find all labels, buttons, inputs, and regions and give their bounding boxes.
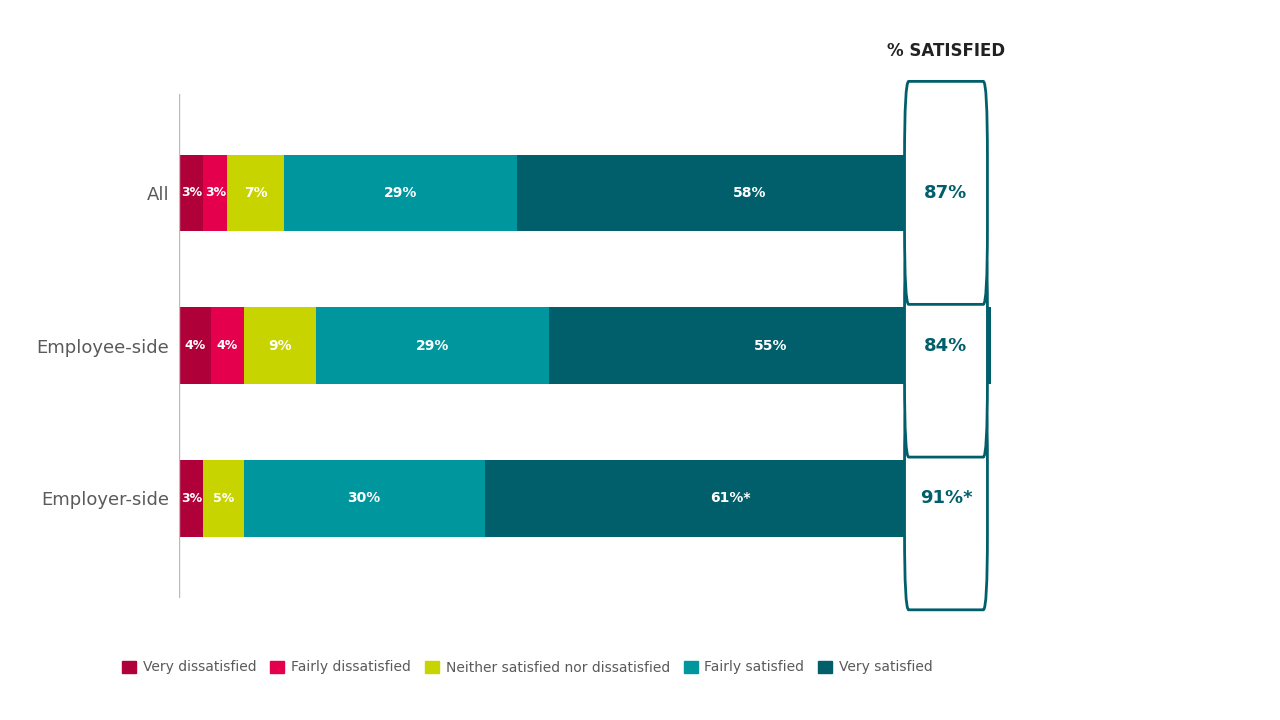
- Text: 55%: 55%: [754, 338, 787, 353]
- Bar: [204, 460, 243, 536]
- Bar: [549, 307, 991, 384]
- Text: 3%: 3%: [205, 186, 227, 199]
- Bar: [517, 155, 983, 231]
- Bar: [179, 307, 211, 384]
- Text: 5%: 5%: [212, 492, 234, 505]
- Text: 4%: 4%: [216, 339, 238, 352]
- Text: 61%*: 61%*: [709, 491, 750, 505]
- Bar: [485, 460, 975, 536]
- Bar: [316, 307, 549, 384]
- Text: % SATISFIED: % SATISFIED: [887, 42, 1005, 60]
- Legend: Very dissatisfied, Fairly dissatisfied, Neither satisfied nor dissatisfied, Fair: Very dissatisfied, Fairly dissatisfied, …: [116, 655, 938, 680]
- Text: 91%*: 91%*: [919, 490, 973, 508]
- Text: 4%: 4%: [184, 339, 206, 352]
- FancyBboxPatch shape: [905, 387, 987, 610]
- Text: 9%: 9%: [268, 338, 292, 353]
- Text: 3%: 3%: [180, 186, 202, 199]
- Text: 29%: 29%: [416, 338, 449, 353]
- Bar: [179, 460, 204, 536]
- Text: 30%: 30%: [347, 491, 380, 505]
- Bar: [179, 155, 204, 231]
- Text: 29%: 29%: [384, 186, 417, 200]
- Bar: [211, 307, 243, 384]
- Text: 58%: 58%: [733, 186, 767, 200]
- Text: 87%: 87%: [924, 184, 968, 202]
- Bar: [284, 155, 517, 231]
- FancyBboxPatch shape: [905, 234, 987, 457]
- Bar: [243, 307, 316, 384]
- Text: 84%: 84%: [924, 337, 968, 355]
- Bar: [243, 460, 485, 536]
- FancyBboxPatch shape: [905, 81, 987, 305]
- Text: 3%: 3%: [180, 492, 202, 505]
- Text: 7%: 7%: [243, 186, 268, 200]
- Bar: [228, 155, 284, 231]
- Bar: [204, 155, 228, 231]
